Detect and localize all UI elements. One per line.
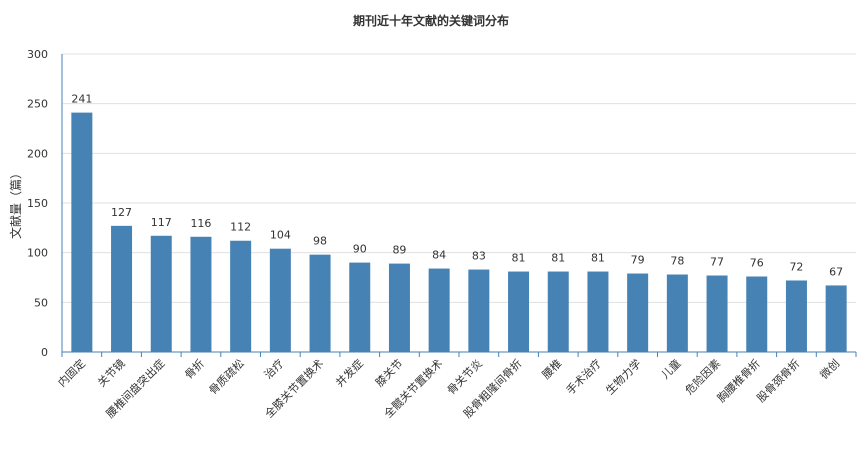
- x-category-label: 危险因素: [682, 356, 723, 397]
- x-category-label: 股骨颈骨折: [754, 356, 803, 405]
- x-category-label: 骨折: [182, 356, 207, 381]
- bar-value-label: 241: [71, 93, 92, 106]
- y-axis-title: 文献量（篇）: [8, 167, 23, 239]
- bar[interactable]: [388, 263, 410, 352]
- x-category-label: 骨关节炎: [444, 356, 485, 397]
- bar[interactable]: [785, 280, 807, 352]
- axes: [61, 54, 857, 357]
- x-category-label: 内固定: [55, 356, 88, 389]
- x-category-label: 腰椎: [539, 356, 564, 381]
- x-category-label: 生物力学: [603, 356, 644, 397]
- bar-value-label: 76: [750, 257, 764, 270]
- y-tick-label: 0: [41, 346, 48, 359]
- bar[interactable]: [230, 240, 252, 352]
- bar-value-label: 77: [710, 256, 724, 269]
- bar-value-label: 72: [789, 260, 803, 273]
- bar[interactable]: [547, 271, 569, 352]
- bar[interactable]: [309, 254, 331, 352]
- bar-value-label: 127: [111, 206, 132, 219]
- x-category-label: 关节镜: [94, 356, 127, 389]
- y-tick-label: 300: [27, 48, 48, 61]
- bar-value-label: 83: [472, 250, 486, 263]
- bar-value-label: 116: [190, 217, 211, 230]
- bar[interactable]: [587, 271, 609, 352]
- bar[interactable]: [150, 235, 172, 352]
- bar-value-label: 84: [432, 249, 446, 262]
- bar[interactable]: [190, 236, 212, 352]
- bar-value-label: 78: [670, 255, 684, 268]
- x-category-label: 膝关节: [372, 356, 405, 389]
- x-category-label: 儿童: [658, 356, 683, 381]
- bar[interactable]: [706, 275, 728, 352]
- bar-value-label: 81: [551, 252, 565, 265]
- bar[interactable]: [349, 262, 371, 352]
- y-tick-label: 50: [34, 296, 48, 309]
- chart-title: 期刊近十年文献的关键词分布: [352, 14, 509, 28]
- bar-value-label: 67: [829, 265, 843, 278]
- bar[interactable]: [627, 273, 649, 352]
- x-category-label: 治疗: [261, 356, 286, 381]
- bars: [71, 112, 847, 353]
- bar-value-label: 81: [591, 252, 605, 265]
- bar[interactable]: [508, 271, 530, 352]
- bar-value-label: 117: [151, 216, 172, 229]
- x-category-label: 微创: [817, 356, 842, 381]
- bar[interactable]: [428, 268, 450, 352]
- y-tick-label: 250: [27, 98, 48, 111]
- x-category-label: 手术治疗: [563, 356, 604, 397]
- bar[interactable]: [269, 248, 291, 352]
- bar-value-label: 79: [631, 254, 645, 267]
- x-category-label: 并发症: [333, 356, 366, 389]
- grid-lines: [62, 53, 856, 303]
- bar[interactable]: [666, 274, 688, 352]
- bar-value-label: 112: [230, 221, 251, 234]
- bar-value-label: 89: [392, 244, 406, 257]
- bar-value-label: 81: [512, 252, 526, 265]
- bar-value-label: 90: [353, 243, 367, 256]
- y-tick-label: 200: [27, 147, 48, 160]
- bar[interactable]: [825, 285, 847, 352]
- bar-value-label: 104: [270, 229, 291, 242]
- bar-value-label: 98: [313, 235, 327, 248]
- bar[interactable]: [468, 269, 490, 352]
- bar[interactable]: [111, 225, 133, 352]
- y-tick-label: 150: [27, 197, 48, 210]
- bar[interactable]: [746, 276, 768, 352]
- x-category-label: 骨质疏松: [206, 356, 247, 397]
- y-tick-label: 100: [27, 247, 48, 260]
- bar[interactable]: [71, 112, 93, 353]
